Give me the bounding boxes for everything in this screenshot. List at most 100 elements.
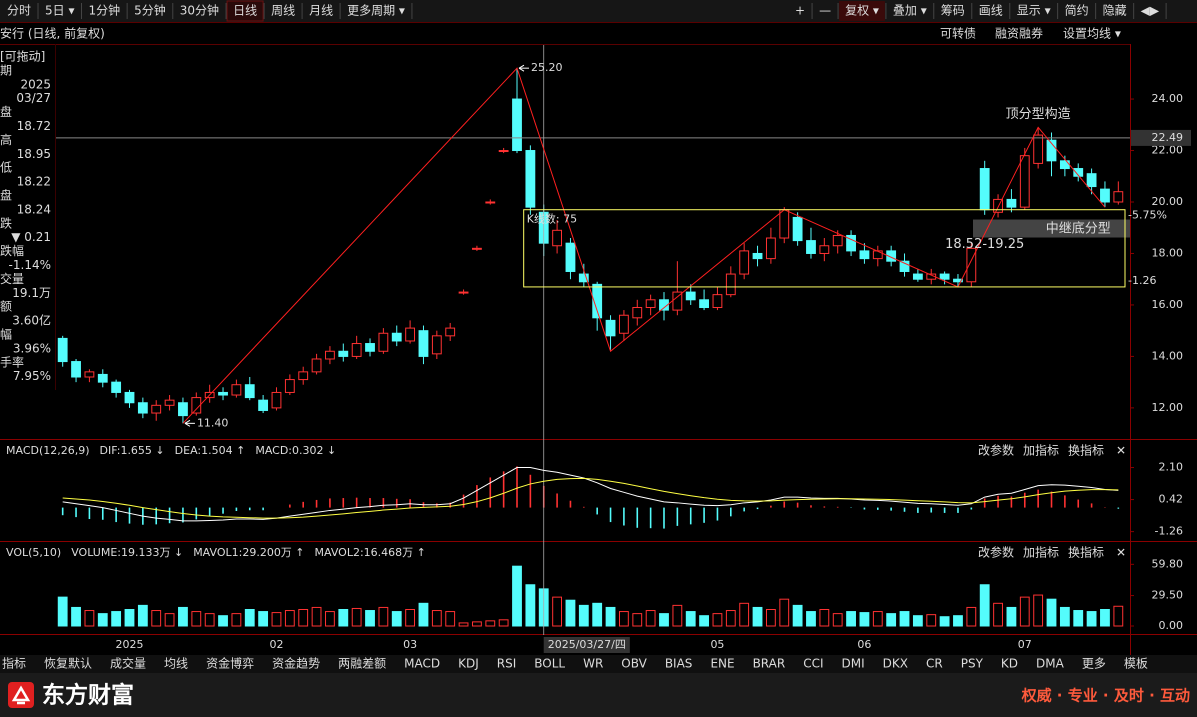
candle-body [298, 371, 309, 381]
tool-button[interactable]: ◀▶ [1141, 4, 1160, 18]
active-tool [839, 1, 885, 21]
period-tab[interactable]: 周线 [271, 4, 295, 18]
volume-bar [71, 606, 81, 627]
volume-bar [512, 565, 522, 627]
indicator-tab[interactable]: KD [1001, 657, 1018, 671]
period-tab[interactable]: 更多周期 ▾ [347, 4, 405, 18]
tool-button[interactable]: 显示 ▾ [1017, 4, 1051, 18]
volume-bar [57, 596, 68, 627]
info-row: 18.95 [17, 147, 51, 161]
candle-body [431, 335, 442, 355]
x-tick-label: 02 [269, 638, 283, 651]
indicator-tab[interactable]: DKX [883, 657, 908, 671]
period-tab[interactable]: 5日 ▾ [45, 4, 74, 18]
candle-body [1073, 168, 1084, 177]
tool-button[interactable]: 筹码 [941, 4, 965, 18]
indicator-tab[interactable]: 成交量 [110, 656, 146, 671]
info-row: 交量 [0, 271, 24, 286]
panel-button[interactable]: 换指标 [1068, 443, 1104, 458]
panel-button[interactable]: 改参数 [978, 545, 1014, 560]
indicator-tab[interactable]: BRAR [753, 657, 786, 671]
tool-button[interactable]: 隐藏 [1103, 4, 1127, 18]
volume-bar [979, 584, 990, 627]
candle-body [1033, 134, 1044, 164]
annotation: 中继底分型 [1046, 221, 1111, 237]
indicator-tab[interactable]: MACD [404, 657, 440, 671]
volume-bar [498, 619, 509, 627]
vol-header: VOLUME:19.133万 ↓ [71, 546, 183, 559]
indicator-tab[interactable]: OBV [621, 657, 647, 671]
indicator-tab[interactable]: 均线 [164, 657, 188, 671]
macd-header: MACD(12,26,9) [6, 444, 90, 457]
period-tab[interactable]: 5分钟 [134, 3, 166, 18]
indicator-tab[interactable]: 两融差额 [338, 657, 386, 671]
sub-button[interactable]: 设置均线 ▾ [1063, 27, 1121, 41]
panel-button[interactable]: 改参数 [978, 443, 1014, 458]
indicator-tab[interactable]: DMA [1036, 657, 1065, 671]
period-tab[interactable]: 分时 [7, 4, 31, 18]
indicator-tab[interactable]: 资金博弈 [206, 656, 254, 671]
panel-button[interactable]: ✕ [1116, 444, 1126, 458]
volume-bar [779, 598, 790, 627]
candle-body [939, 273, 950, 280]
logo [8, 682, 34, 708]
period-tab[interactable]: 1分钟 [89, 3, 121, 18]
candle-body [405, 327, 416, 342]
volume-bar [752, 606, 763, 627]
info-row: 跌 [0, 215, 12, 230]
volume-bar [765, 609, 776, 627]
tool-button[interactable]: 叠加 ▾ [893, 4, 927, 18]
candle-body [191, 397, 202, 414]
volume-bar [365, 610, 375, 627]
indicator-tab[interactable]: DMI [842, 657, 865, 671]
period-tab[interactable]: 月线 [309, 4, 333, 18]
indicator-tab[interactable]: BIAS [665, 657, 693, 671]
crosshair-date-bg [543, 637, 630, 653]
indicator-tab[interactable]: RSI [497, 657, 517, 671]
info-row: 手率 [0, 354, 24, 369]
indicator-tab[interactable]: 资金趋势 [272, 656, 320, 671]
candle-body [71, 361, 81, 378]
tool-button[interactable]: 画线 [979, 4, 1003, 18]
volume-bar [1086, 611, 1097, 627]
info-row: 03/27 [16, 91, 51, 105]
candle-body [1046, 139, 1057, 162]
indicator-tab[interactable]: BOLL [534, 657, 565, 671]
period-tab[interactable]: 日线 [233, 4, 257, 18]
volume-bar [1073, 610, 1084, 627]
panel-button[interactable]: 加指标 [1023, 545, 1059, 560]
indicator-tab[interactable]: 模板 [1124, 657, 1148, 671]
candle-body [725, 273, 736, 296]
tool-button[interactable]: 复权 ▾ [845, 4, 879, 18]
info-row: 3.96% [13, 341, 51, 355]
indicator-tab[interactable]: 指标 [2, 656, 26, 671]
slogan: 权威 · 专业 · 及时 · 互动 [1021, 687, 1190, 705]
indicator-tab[interactable]: CCI [803, 657, 823, 671]
sub-button[interactable]: 可转债 [940, 26, 976, 41]
tool-button[interactable]: — [819, 4, 831, 18]
panel-button[interactable]: 换指标 [1068, 545, 1104, 560]
sub-button[interactable]: 融资融券 [995, 26, 1043, 41]
candle-body [472, 247, 482, 250]
volume-bar [325, 611, 335, 627]
panel-button[interactable]: ✕ [1116, 546, 1126, 560]
panel-button[interactable]: 加指标 [1023, 443, 1059, 458]
indicator-tab[interactable]: ENE [710, 657, 734, 671]
box-top-label: -5.75% [1128, 209, 1167, 222]
indicator-tab[interactable]: 恢复默认 [44, 656, 92, 671]
indicator-tab[interactable]: PSY [961, 657, 984, 671]
tool-button[interactable]: 简约 [1065, 3, 1089, 18]
volume-bar [993, 602, 1003, 627]
indicator-tab[interactable]: 更多 [1082, 657, 1106, 671]
info-row: 期 [0, 63, 12, 77]
tool-button[interactable]: + [795, 4, 805, 18]
candle-body [151, 404, 162, 414]
indicator-tab[interactable]: CR [926, 657, 943, 671]
candle-body [659, 299, 669, 311]
indicator-tab[interactable]: KDJ [458, 657, 479, 671]
indicator-tab[interactable]: WR [583, 657, 603, 671]
volume-bar [565, 599, 576, 627]
volume-bar [926, 614, 937, 627]
candle-body [1113, 191, 1124, 203]
period-tab[interactable]: 30分钟 [180, 3, 219, 18]
